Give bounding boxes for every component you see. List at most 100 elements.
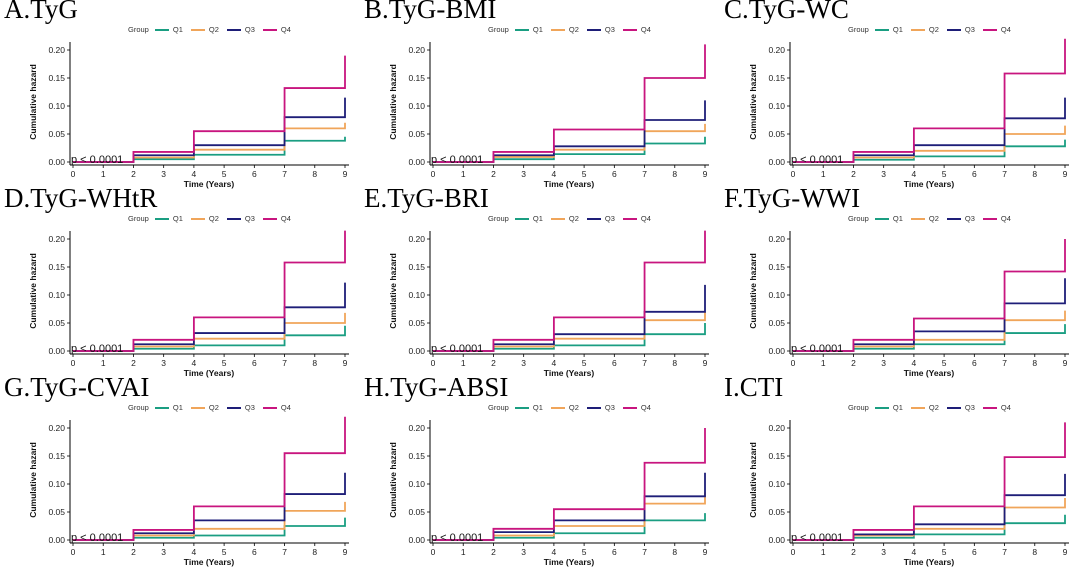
y-tick-label: 0.00 bbox=[768, 346, 785, 356]
legend-label: Q3 bbox=[604, 403, 615, 412]
y-tick-label: 0.05 bbox=[48, 129, 65, 139]
y-axis-title: Cumulative hazard bbox=[748, 64, 758, 140]
x-tick-label: 5 bbox=[222, 547, 227, 557]
legend-entry: Q2 bbox=[550, 214, 579, 223]
legend-label: Q3 bbox=[964, 214, 975, 223]
plot-area: 0.00 0.05 0.10 0.15 0.20 0 1 2 3 4 5 6 7 8 9 Time (Year… bbox=[388, 230, 709, 378]
x-tick-label: 3 bbox=[161, 547, 166, 557]
y-tick-label: 0.00 bbox=[408, 535, 425, 545]
p-value-annotation: p < 0.0001 bbox=[791, 154, 843, 166]
x-tick-label: 3 bbox=[521, 358, 526, 368]
x-tick-label: 2 bbox=[131, 169, 136, 179]
y-tick-label: 0.15 bbox=[48, 451, 65, 461]
legend-entry: Q2 bbox=[910, 403, 939, 412]
legend-swatch bbox=[586, 406, 601, 409]
legend-title: Group bbox=[128, 25, 149, 34]
series-line-q4 bbox=[73, 416, 346, 541]
legend-swatch bbox=[586, 217, 601, 220]
x-tick-label: 9 bbox=[1063, 169, 1068, 179]
y-tick-label: 0.10 bbox=[768, 101, 785, 111]
x-tick-label: 5 bbox=[942, 169, 947, 179]
panel-title: H.TyG-ABSI bbox=[364, 372, 509, 402]
legend-label: Q4 bbox=[280, 403, 291, 412]
legend-label: Q4 bbox=[1000, 214, 1011, 223]
legend-swatch bbox=[586, 28, 601, 31]
chart-panel: B.TyG-BMI Group Q1 Q2 Q3 Q4 0.00 0.05 0.10 0.15 0.… bbox=[360, 0, 720, 189]
legend-label: Q2 bbox=[208, 403, 219, 412]
x-tick-label: 8 bbox=[1032, 547, 1037, 557]
x-axis-title: Time (Years) bbox=[904, 557, 955, 567]
plot-area: 0.00 0.05 0.10 0.15 0.20 0 1 2 3 4 5 6 7 8 9 Time (Year… bbox=[28, 416, 349, 567]
legend-swatch bbox=[514, 406, 529, 409]
y-tick-label: 0.00 bbox=[48, 535, 65, 545]
y-tick-label: 0.10 bbox=[768, 290, 785, 300]
x-tick-label: 6 bbox=[612, 358, 617, 368]
legend-entry: Q4 bbox=[982, 214, 1011, 223]
series-line-q4 bbox=[73, 55, 346, 163]
legend-title: Group bbox=[848, 25, 869, 34]
x-tick-label: 7 bbox=[282, 169, 287, 179]
legend-swatch bbox=[190, 28, 205, 31]
legend-swatch bbox=[514, 217, 529, 220]
legend-entry: Q4 bbox=[262, 25, 291, 34]
x-tick-label: 9 bbox=[343, 169, 348, 179]
y-tick-label: 0.05 bbox=[768, 129, 785, 139]
legend-label: Q4 bbox=[640, 214, 651, 223]
legend-swatch bbox=[982, 406, 997, 409]
y-axis-title: Cumulative hazard bbox=[748, 253, 758, 329]
x-tick-label: 4 bbox=[912, 547, 917, 557]
x-axis-title: Time (Years) bbox=[544, 179, 595, 189]
legend-entry: Q3 bbox=[946, 25, 975, 34]
legend-label: Q2 bbox=[208, 214, 219, 223]
x-tick-label: 5 bbox=[942, 358, 947, 368]
x-tick-label: 3 bbox=[161, 169, 166, 179]
legend-swatch bbox=[946, 28, 961, 31]
x-tick-label: 7 bbox=[1002, 547, 1007, 557]
x-tick-label: 3 bbox=[521, 547, 526, 557]
legend-swatch bbox=[262, 406, 277, 409]
legend-entry: Q3 bbox=[226, 403, 255, 412]
x-tick-label: 8 bbox=[672, 358, 677, 368]
y-tick-label: 0.00 bbox=[48, 157, 65, 167]
x-tick-label: 0 bbox=[791, 547, 796, 557]
x-tick-label: 7 bbox=[642, 547, 647, 557]
y-axis-title: Cumulative hazard bbox=[388, 442, 398, 518]
y-tick-label: 0.20 bbox=[768, 234, 785, 244]
y-axis-title: Cumulative hazard bbox=[28, 64, 38, 140]
legend-label: Q2 bbox=[928, 214, 939, 223]
y-tick-label: 0.20 bbox=[48, 45, 65, 55]
y-tick-label: 0.10 bbox=[408, 290, 425, 300]
legend-entry: Q2 bbox=[550, 25, 579, 34]
series-line-q3 bbox=[433, 472, 706, 541]
legend-swatch bbox=[910, 217, 925, 220]
legend-entry: Q2 bbox=[910, 214, 939, 223]
y-tick-label: 0.15 bbox=[408, 73, 425, 83]
y-tick-label: 0.20 bbox=[408, 234, 425, 244]
y-tick-label: 0.20 bbox=[48, 423, 65, 433]
legend-entry: Q2 bbox=[190, 214, 219, 223]
legend-entry: Q1 bbox=[874, 214, 903, 223]
legend-label: Q3 bbox=[604, 25, 615, 34]
x-tick-label: 5 bbox=[582, 169, 587, 179]
chart-panel: E.TyG-BRI Group Q1 Q2 Q3 Q4 0.00 0.05 0.10 0.15 0.… bbox=[360, 185, 720, 378]
legend-swatch bbox=[262, 28, 277, 31]
x-tick-label: 0 bbox=[431, 547, 436, 557]
y-tick-label: 0.10 bbox=[48, 101, 65, 111]
y-axis-title: Cumulative hazard bbox=[28, 253, 38, 329]
y-tick-label: 0.15 bbox=[408, 451, 425, 461]
legend: Group Q1 Q2 Q3 Q4 bbox=[848, 214, 1019, 223]
panel-title: A.TyG bbox=[4, 0, 78, 24]
legend-swatch bbox=[514, 28, 529, 31]
legend-label: Q2 bbox=[568, 25, 579, 34]
legend-swatch bbox=[226, 28, 241, 31]
x-tick-label: 7 bbox=[642, 358, 647, 368]
legend-label: Q2 bbox=[568, 214, 579, 223]
x-tick-label: 8 bbox=[312, 358, 317, 368]
x-tick-label: 9 bbox=[703, 547, 708, 557]
x-tick-label: 1 bbox=[821, 169, 826, 179]
legend-entry: Q4 bbox=[982, 25, 1011, 34]
x-axis-title: Time (Years) bbox=[904, 179, 955, 189]
y-tick-label: 0.10 bbox=[48, 479, 65, 489]
legend-swatch bbox=[982, 28, 997, 31]
